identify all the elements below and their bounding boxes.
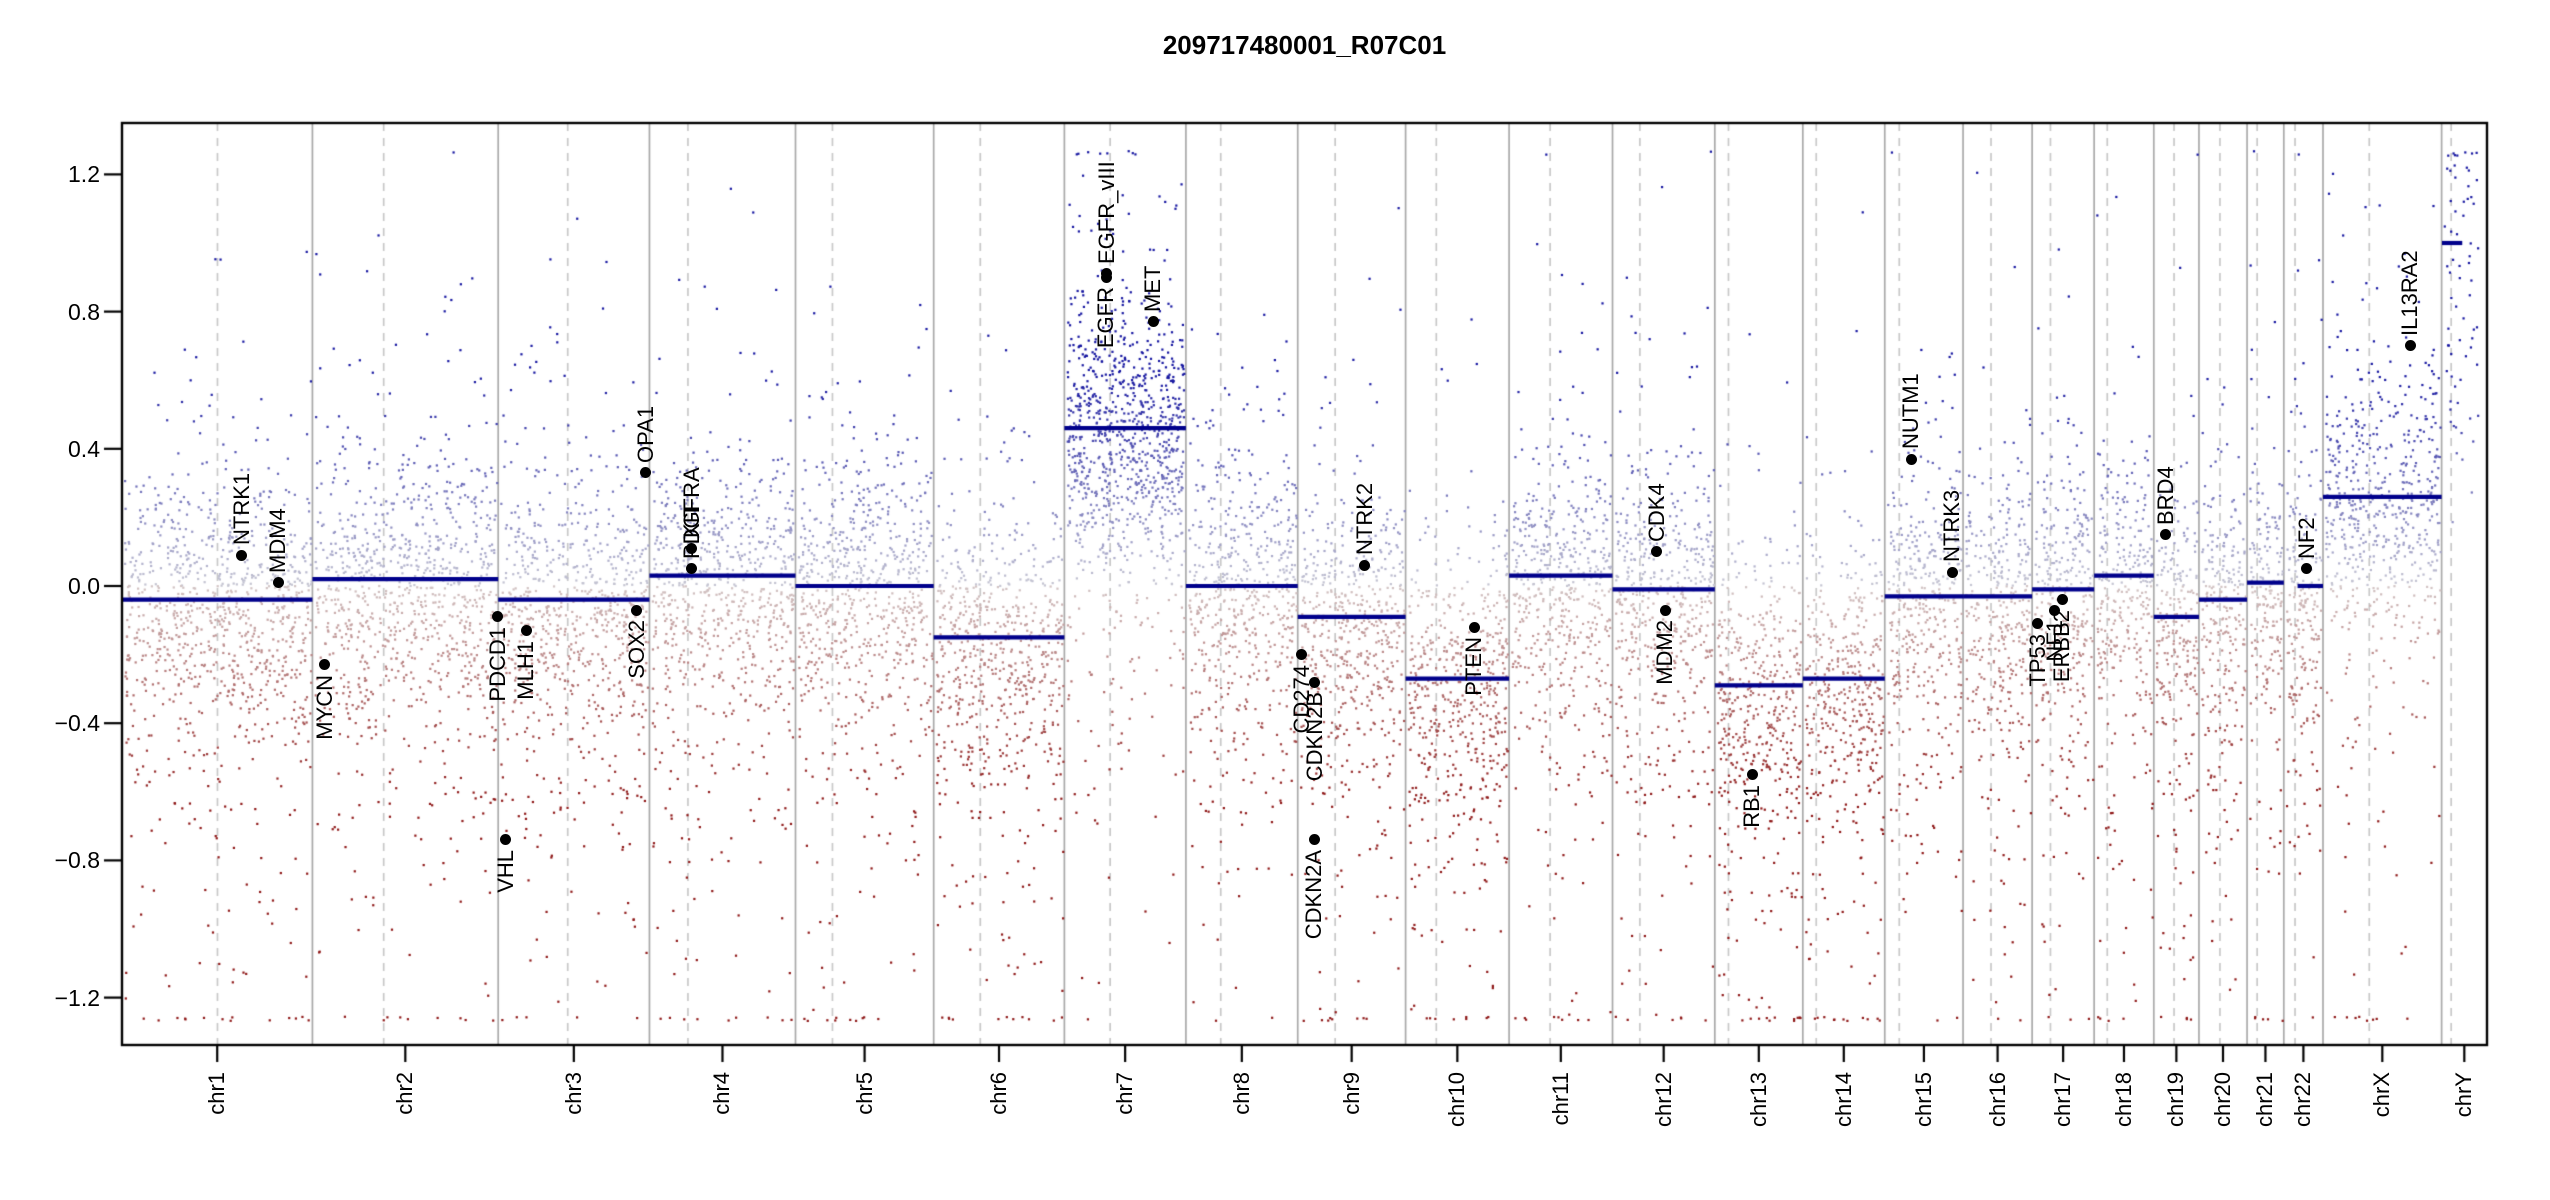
gene-marker-dot-MDM4	[272, 577, 284, 589]
gene-label-EGFR_vIII: EGFR_vIII	[1093, 161, 1119, 264]
gene-marker-dot-NF2	[2301, 563, 2313, 575]
gene-label-VHL: VHL	[492, 849, 518, 893]
gene-marker-dot-PTEN	[1468, 621, 1480, 633]
gene-label-BRD4: BRD4	[2152, 465, 2178, 525]
x-tick-label-chr17: chr17	[2050, 1072, 2076, 1128]
gene-marker-dot-CDKN2B	[1309, 676, 1321, 688]
x-tick-label-chr6: chr6	[986, 1072, 1012, 1115]
gene-label-KIT: KIT	[678, 504, 704, 539]
gene-label-NTRK3: NTRK3	[1939, 490, 1965, 563]
x-tick-label-chr12: chr12	[1650, 1072, 1676, 1128]
gene-marker-dot-MLH1	[520, 625, 532, 637]
x-tick-label-chr10: chr10	[1444, 1072, 1470, 1128]
x-tick-label-chr5: chr5	[851, 1072, 877, 1115]
x-tick-label-chr20: chr20	[2210, 1072, 2235, 1128]
x-tick-label-chr4: chr4	[709, 1072, 735, 1115]
x-tick-label-chr15: chr15	[1910, 1072, 1936, 1128]
y-tick-label: 0.0	[68, 573, 100, 599]
gene-marker-dot-IL13RA2	[2404, 340, 2416, 352]
gene-marker-dot-CD274	[1296, 649, 1308, 661]
gene-label-NF2: NF2	[2293, 517, 2319, 559]
x-tick-label-chr3: chr3	[560, 1072, 586, 1115]
gene-marker-dot-PDGFRA	[686, 563, 698, 575]
gene-marker-dot-EGFR_vIII	[1101, 268, 1113, 280]
x-tick-label-chr2: chr2	[392, 1072, 418, 1115]
gene-marker-dot-MDM2	[1659, 604, 1671, 616]
gene-label-NUTM1: NUTM1	[1898, 373, 1924, 450]
gene-marker-dot-TP53	[2032, 618, 2044, 630]
x-tick-label-chrY: chrY	[2451, 1072, 2477, 1118]
x-tick-label-chr13: chr13	[1745, 1072, 1771, 1128]
gene-label-NTRK1: NTRK1	[228, 473, 254, 546]
gene-marker-dot-RB1	[1746, 769, 1758, 781]
y-tick-label: 0.8	[68, 298, 100, 325]
gene-label-ERBB2: ERBB2	[2049, 609, 2075, 682]
gene-marker-dot-MET	[1147, 316, 1159, 328]
gene-marker-dot-SOX2	[631, 604, 643, 616]
gene-marker-dot-VHL	[500, 834, 512, 846]
gene-label-MLH1: MLH1	[513, 640, 539, 700]
x-tick-label-chr8: chr8	[1228, 1072, 1254, 1115]
gene-label-IL13RA2: IL13RA2	[2397, 250, 2423, 336]
gene-label-CDKN2B: CDKN2B	[1301, 692, 1327, 782]
y-tick-label: 0.4	[68, 435, 100, 462]
gene-label-MDM4: MDM4	[265, 507, 291, 573]
x-tick-label-chr22: chr22	[2290, 1072, 2316, 1128]
gene-label-PDCD1: PDCD1	[484, 626, 510, 702]
gene-label-OPA1: OPA1	[632, 405, 658, 463]
gene-label-MDM2: MDM2	[1652, 620, 1678, 685]
x-tick-label-chr7: chr7	[1112, 1072, 1138, 1115]
gene-marker-dot-ERBB2	[2056, 594, 2068, 606]
gene-marker-dot-MYCN	[319, 659, 331, 671]
x-tick-label-chr14: chr14	[1830, 1072, 1856, 1128]
gene-marker-dot-NUTM1	[1905, 453, 1917, 465]
y-tick-label: −0.4	[54, 710, 100, 737]
gene-label-PTEN: PTEN	[1461, 637, 1487, 696]
gene-marker-dot-NTRK3	[1946, 566, 1958, 578]
x-tick-label-chr21: chr21	[2252, 1072, 2278, 1128]
gene-label-MYCN: MYCN	[311, 674, 337, 740]
y-tick-label: −1.2	[54, 984, 100, 1011]
gene-marker-dot-NF1	[2049, 604, 2061, 616]
gene-marker-dot-CDKN2A	[1308, 834, 1320, 846]
x-tick-label-chr19: chr19	[2163, 1072, 2189, 1128]
x-tick-label-chrX: chrX	[2369, 1072, 2395, 1118]
x-tick-label-chr11: chr11	[1547, 1072, 1573, 1126]
gene-label-SOX2: SOX2	[623, 620, 649, 679]
gene-label-CDK4: CDK4	[1643, 483, 1669, 542]
gene-marker-dot-CDK4	[1651, 546, 1663, 558]
x-tick-label-chr9: chr9	[1338, 1072, 1364, 1115]
x-tick-label-chr18: chr18	[2110, 1072, 2136, 1128]
gene-marker-dot-NTRK2	[1359, 559, 1371, 571]
gene-label-MET: MET	[1140, 265, 1166, 312]
gene-marker-dot-BRD4	[2160, 529, 2172, 541]
y-tick-label: −0.8	[54, 847, 100, 874]
x-tick-label-chr1: chr1	[204, 1072, 230, 1115]
gene-marker-dot-NTRK1	[236, 549, 248, 561]
gene-label-RB1: RB1	[1739, 784, 1765, 828]
gene-marker-dot-KIT	[686, 542, 698, 554]
gene-label-EGFR: EGFR	[1093, 287, 1119, 349]
y-tick-label: 1.2	[68, 161, 100, 188]
gene-marker-dot-PDCD1	[492, 611, 504, 623]
gene-label-NTRK2: NTRK2	[1351, 483, 1377, 556]
gene-marker-dot-OPA1	[640, 467, 652, 479]
x-tick-label-chr16: chr16	[1984, 1072, 2010, 1128]
gene-label-CDKN2A: CDKN2A	[1301, 849, 1327, 940]
